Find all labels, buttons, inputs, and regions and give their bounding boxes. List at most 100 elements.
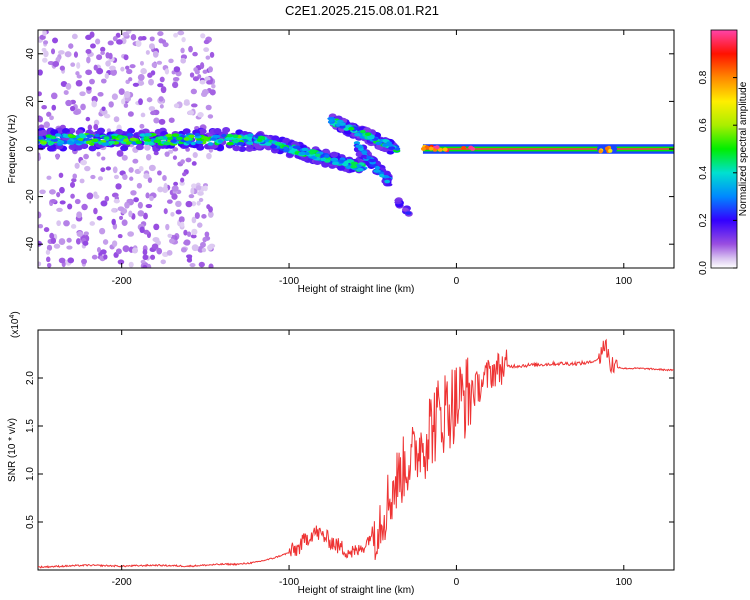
heatmap-cell (115, 183, 122, 190)
heatmap-cell (127, 111, 134, 117)
heatmap-cell (442, 147, 448, 152)
heatmap-cell (96, 67, 104, 75)
heatmap-cell (63, 220, 70, 227)
heatmap-cell (270, 144, 278, 149)
heatmap-cell (167, 136, 174, 140)
ytick-label: 0.5 (25, 515, 36, 529)
heatmap-cell (113, 174, 120, 180)
heatmap-cell (188, 194, 195, 199)
heatmap-cell (85, 48, 92, 54)
heatmap-cell (355, 144, 363, 149)
heatmap-cell (206, 80, 213, 85)
heatmap-cell (46, 111, 52, 117)
heatmap-cell (111, 218, 116, 226)
heatmap-cell (201, 214, 207, 219)
heatmap-cell (121, 154, 128, 161)
heatmap-cell (201, 136, 209, 140)
heatmap-cell (198, 128, 207, 135)
heatmap-cell (191, 244, 199, 252)
heatmap-cell (207, 66, 213, 73)
heatmap-cell (207, 244, 213, 251)
heatmap-cell (103, 254, 108, 260)
heatmap-cell (237, 141, 245, 146)
heatmap-cell (153, 117, 160, 124)
heatmap-cell (51, 104, 57, 111)
heatmap-cell (43, 50, 49, 58)
heatmap-cell (86, 192, 94, 200)
heatmap-cell (320, 157, 326, 162)
heatmap-cell (58, 172, 64, 178)
heatmap-cell (39, 189, 46, 195)
heatmap-cell (127, 231, 135, 237)
ytick-label: 1.5 (25, 419, 36, 433)
heatmap-cell (402, 207, 409, 212)
heatmap-cell (159, 104, 164, 109)
heatmap-cell (120, 145, 129, 152)
heatmap-cell (150, 110, 157, 116)
heatmap-cell (132, 82, 140, 87)
heatmap-cell (52, 37, 59, 44)
heatmap-cell (145, 204, 153, 209)
heatmap-cell (331, 161, 339, 166)
heatmap-cell (112, 240, 118, 248)
heatmap-cell (121, 219, 128, 227)
heatmap-cell (194, 132, 201, 137)
heatmap-cell (158, 118, 166, 125)
heatmap-cell (105, 60, 111, 67)
snr-line (38, 338, 674, 569)
heatmap-cell (108, 140, 115, 145)
heatmap-cell (76, 230, 84, 238)
heatmap-cell (148, 78, 154, 86)
heatmap-cell (100, 78, 107, 84)
heatmap-cell (119, 215, 124, 220)
heatmap-cell (70, 223, 77, 229)
heatmap-cell (58, 238, 66, 245)
heatmap-cell (132, 158, 139, 164)
heatmap-cell (604, 146, 610, 151)
heatmap-cell (50, 48, 56, 55)
heatmap-cell (385, 182, 393, 187)
heatmap-cell (69, 181, 76, 188)
heatmap-cell (167, 233, 173, 238)
heatmap-cell (264, 142, 272, 146)
heatmap-cell (163, 141, 171, 146)
heatmap-cell (384, 179, 391, 184)
colorbar: 0.0 0.2 0.4 0.6 0.8 Normalized spectral ampl… (698, 29, 749, 275)
heatmap-cell (189, 262, 196, 268)
heatmap-cell (91, 100, 97, 108)
heatmap-cell (206, 204, 211, 210)
heatmap-cell (163, 182, 168, 190)
heatmap-cell (428, 146, 434, 151)
heatmap-cell (128, 167, 134, 173)
heatmap-cell (93, 64, 98, 71)
heatmap-cell (159, 76, 165, 83)
heatmap-cell (63, 90, 69, 96)
ytick-label: 20 (25, 95, 36, 107)
heatmap-cell (185, 157, 192, 163)
heatmap-cell (160, 259, 166, 265)
heatmap-cell (148, 43, 155, 50)
heatmap-cell (335, 123, 341, 127)
heatmap-cell (143, 173, 150, 180)
heatmap-cell (209, 89, 216, 96)
heatmap-cell (58, 50, 65, 55)
heatmap-cell (84, 165, 91, 172)
heatmap-cell (166, 199, 173, 204)
heatmap-cell (328, 119, 334, 123)
ytick-label: -20 (25, 189, 36, 204)
heatmap-cell (246, 141, 254, 145)
heatmap-cell (301, 147, 309, 152)
heatmap-cell (138, 166, 144, 172)
heatmap-cell (91, 138, 99, 143)
heatmap-cell (379, 173, 385, 178)
heatmap-cell (169, 238, 175, 244)
heatmap-cell (171, 133, 180, 137)
heatmap-cell (205, 104, 212, 111)
heatmap-cell (187, 110, 195, 116)
heatmap-cell (197, 112, 204, 118)
heatmap-cell (330, 151, 339, 158)
heatmap-cell (157, 31, 164, 37)
heatmap-cell (194, 212, 200, 219)
snr-panel: -200 -100 0 100 0.5 1.0 1.5 2.0 Height of strai… (7, 311, 675, 596)
